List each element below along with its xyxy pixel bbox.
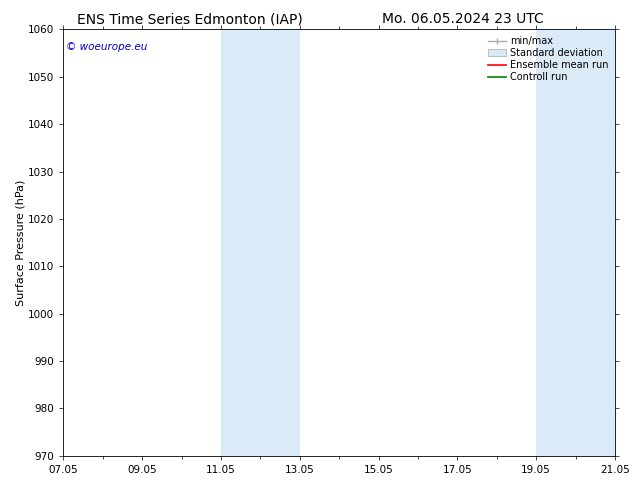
- Text: © woeurope.eu: © woeurope.eu: [66, 42, 148, 52]
- Text: Mo. 06.05.2024 23 UTC: Mo. 06.05.2024 23 UTC: [382, 12, 544, 26]
- Y-axis label: Surface Pressure (hPa): Surface Pressure (hPa): [15, 179, 25, 306]
- Bar: [221, 29, 300, 456]
- Legend: min/max, Standard deviation, Ensemble mean run, Controll run: min/max, Standard deviation, Ensemble me…: [486, 34, 610, 84]
- Bar: [536, 29, 615, 456]
- Text: ENS Time Series Edmonton (IAP): ENS Time Series Edmonton (IAP): [77, 12, 303, 26]
